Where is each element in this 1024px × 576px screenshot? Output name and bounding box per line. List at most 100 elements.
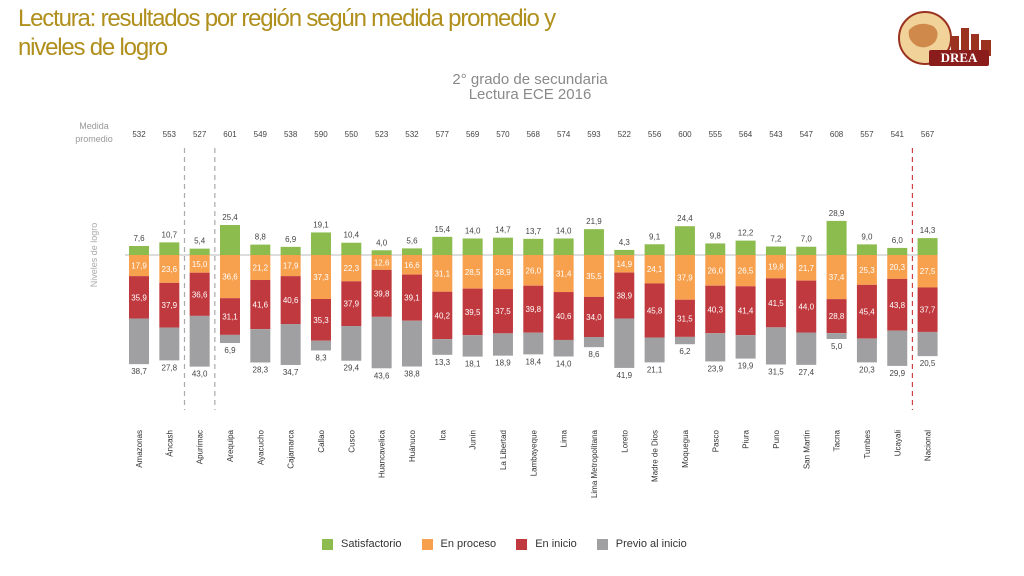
label-en-proceso: 24,1 (647, 265, 663, 274)
bar-group: 25,4 36,6 31,1 6,9 601 Arequipa (219, 130, 240, 462)
bar-en-proceso (674, 255, 695, 300)
mean-value: 590 (314, 130, 328, 139)
mean-value: 532 (132, 130, 146, 139)
label-en-inicio: 34,0 (586, 313, 602, 322)
category-label: La Libertad (499, 430, 508, 470)
category-label: Callao (317, 429, 326, 452)
label-satisfactorio: 8,8 (255, 233, 267, 242)
mean-value: 557 (860, 130, 874, 139)
mean-value: 601 (223, 130, 237, 139)
label-satisfactorio: 7,0 (801, 235, 813, 244)
bar-satisfactorio (765, 246, 786, 255)
label-en-proceso: 26,0 (707, 266, 723, 275)
mean-value: 549 (254, 130, 268, 139)
label-en-proceso: 12,6 (374, 258, 390, 267)
chart-title-block: 2° grado de secundaria Lectura ECE 2016 (380, 72, 680, 102)
legend-item: Satisfactorio (322, 538, 402, 550)
label-en-inicio: 36,6 (192, 290, 208, 299)
label-en-proceso: 22,3 (344, 264, 360, 273)
label-en-inicio: 39,8 (374, 289, 390, 298)
mean-value: 569 (466, 130, 480, 139)
label-satisfactorio: 6,9 (285, 235, 297, 244)
bar-en-inicio (705, 285, 726, 334)
mean-value: 608 (830, 130, 844, 139)
legend-label: Previo al inicio (615, 538, 687, 550)
mean-axis-label: Medida (79, 121, 109, 131)
label-previo-al-inicio: 34,7 (283, 368, 299, 377)
bar-en-proceso (219, 255, 240, 299)
label-en-proceso: 36,6 (222, 273, 238, 282)
label-en-proceso: 26,5 (738, 267, 754, 276)
label-satisfactorio: 6,0 (892, 236, 904, 245)
mean-value: 541 (891, 130, 905, 139)
bar-en-proceso (856, 255, 877, 285)
label-previo-al-inicio: 19,9 (738, 362, 754, 371)
label-en-proceso: 17,9 (131, 262, 147, 271)
bar-satisfactorio (310, 232, 331, 255)
label-satisfactorio: 15,4 (435, 225, 451, 234)
mean-value: 550 (345, 130, 359, 139)
bar-satisfactorio (644, 244, 665, 255)
category-label: Ucayali (893, 430, 902, 456)
bar-en-inicio (735, 286, 756, 336)
logo-building-3 (971, 34, 979, 56)
label-en-proceso: 31,4 (556, 270, 572, 279)
label-previo-al-inicio: 20,3 (859, 365, 875, 374)
bar-en-inicio (371, 269, 392, 317)
label-previo-al-inicio: 27,8 (162, 363, 178, 372)
bar-previo-al-inicio (492, 333, 513, 356)
slide-title-line1: Lectura: resultados por región según med… (18, 5, 556, 32)
label-en-proceso: 28,9 (495, 268, 511, 277)
bar-en-inicio (219, 298, 240, 335)
bar-en-inicio (887, 278, 908, 331)
label-previo-al-inicio: 41,9 (616, 371, 632, 380)
category-label: Moquegua (681, 429, 690, 467)
category-label: Huancavelica (378, 429, 387, 478)
bar-group: 24,4 37,9 31,5 6,2 600 Moquegua (674, 130, 695, 468)
bar-previo-al-inicio (371, 316, 392, 369)
label-satisfactorio: 14,0 (556, 226, 572, 235)
bar-en-proceso (614, 255, 635, 273)
label-en-proceso: 37,4 (829, 273, 845, 282)
label-previo-al-inicio: 6,9 (224, 346, 236, 355)
label-satisfactorio: 7,2 (770, 235, 782, 244)
bar-previo-al-inicio (796, 332, 817, 365)
bar-satisfactorio (371, 250, 392, 255)
mean-value: 567 (921, 130, 935, 139)
bar-satisfactorio (129, 246, 149, 255)
category-label: Pasco (711, 429, 720, 452)
legend-item: En proceso (421, 538, 496, 550)
bar-en-proceso (796, 255, 817, 281)
legend-swatch (596, 538, 608, 550)
bar-previo-al-inicio (432, 339, 453, 355)
bar-en-proceso (887, 255, 908, 279)
bar-satisfactorio (796, 246, 817, 255)
label-en-inicio: 37,9 (162, 301, 178, 310)
bar-en-proceso (341, 255, 362, 282)
label-en-inicio: 41,4 (738, 307, 754, 316)
bar-en-proceso (432, 255, 453, 292)
bar-group: 21,9 35,5 34,0 8,6 593 Lima Metropolitana (583, 130, 604, 498)
label-previo-al-inicio: 18,9 (495, 359, 511, 368)
y-axis-label: Niveles de logro (89, 223, 99, 288)
bar-group: 9,1 24,1 45,8 21,1 556 Madre de Dios (644, 130, 665, 482)
mean-value: 538 (284, 130, 298, 139)
category-label: Madre de Dios (651, 430, 660, 482)
bar-previo-al-inicio (887, 330, 908, 366)
bar-en-proceso (492, 255, 513, 290)
bar-satisfactorio (856, 244, 877, 255)
label-en-inicio: 35,9 (131, 293, 147, 302)
bar-satisfactorio (826, 220, 847, 255)
label-en-inicio: 40,6 (556, 312, 572, 321)
label-satisfactorio: 28,9 (829, 209, 845, 218)
bar-en-proceso (917, 255, 938, 288)
bar-en-inicio (644, 283, 665, 338)
bar-group: 7,6 17,9 35,9 38,7 532 Amazonas (129, 130, 149, 468)
bar-group: 8,8 21,2 41,6 28,3 549 Ayacucho (250, 130, 271, 465)
bar-previo-al-inicio (129, 318, 149, 365)
bar-en-proceso (250, 255, 271, 281)
mean-value: 553 (163, 130, 177, 139)
bar-en-proceso (310, 255, 331, 300)
legend-swatch (322, 538, 333, 550)
